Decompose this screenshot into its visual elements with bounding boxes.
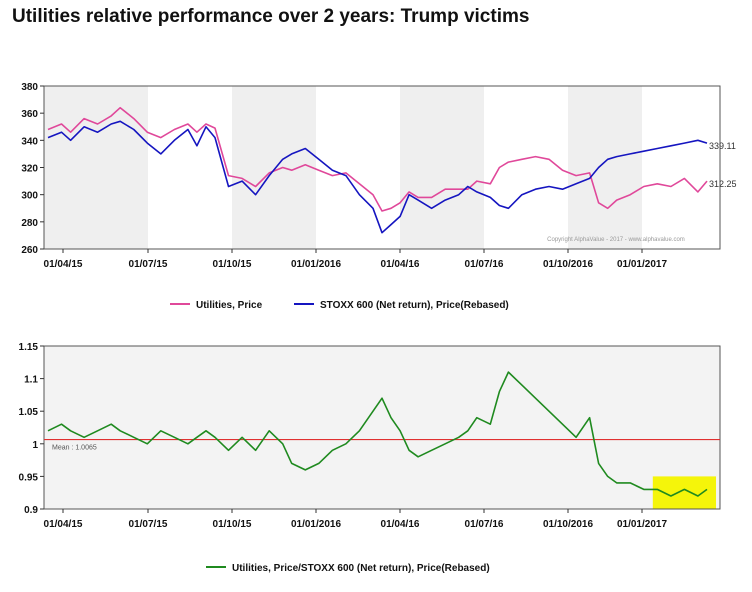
y-tick-label: 360	[21, 109, 38, 120]
y-tick-label: 1.05	[19, 407, 39, 418]
grid-band	[232, 86, 316, 249]
end-value-label: 312.25	[709, 179, 737, 189]
y-tick-label: 300	[21, 191, 38, 202]
y-tick-label: 1.1	[24, 375, 38, 386]
x-tick-label: 01/01/2017	[617, 259, 667, 270]
series-line-stoxx	[47, 120, 708, 234]
x-tick-label: 01/04/16	[381, 259, 420, 270]
x-tick-label: 01/07/15	[129, 519, 168, 530]
legend-label-stoxx: STOXX 600 (Net return), Price(Rebased)	[320, 300, 509, 311]
grid-band	[400, 86, 484, 249]
x-tick-label: 01/01/2016	[291, 259, 341, 270]
x-tick-label: 01/01/2016	[291, 519, 341, 530]
grid-band	[44, 86, 63, 249]
mean-label: Mean : 1.0065	[52, 445, 97, 452]
grid-band	[63, 86, 148, 249]
x-tick-label: 01/01/2017	[617, 519, 667, 530]
series-line-utilities	[47, 106, 708, 212]
copyright-text: Copyright AlphaValue - 2017 - www.alphav…	[547, 237, 685, 243]
grid-band	[568, 86, 642, 249]
x-tick-label: 01/10/15	[213, 519, 252, 530]
x-tick-label: 01/10/2016	[543, 259, 593, 270]
x-tick-label: 01/04/16	[381, 519, 420, 530]
legend-label-utilities: Utilities, Price	[196, 300, 263, 311]
chart-title: Utilities relative performance over 2 ye…	[12, 6, 530, 27]
x-tick-label: 01/07/16	[465, 259, 504, 270]
y-tick-label: 380	[21, 82, 38, 93]
x-tick-label: 01/07/15	[129, 259, 168, 270]
y-tick-label: 0.95	[19, 472, 39, 483]
x-tick-label: 01/10/15	[213, 259, 252, 270]
y-tick-label: 340	[21, 136, 38, 147]
y-tick-label: 260	[21, 245, 38, 256]
series-line-ratio	[47, 371, 708, 497]
plot-area-bottom	[44, 346, 720, 509]
x-tick-label: 01/04/15	[44, 259, 83, 270]
x-tick-label: 01/04/15	[44, 519, 83, 530]
end-value-label: 339.11	[709, 141, 736, 151]
y-tick-label: 1	[32, 440, 38, 451]
legend-label-ratio: Utilities, Price/STOXX 600 (Net return),…	[232, 563, 490, 574]
y-tick-label: 280	[21, 218, 38, 229]
x-tick-label: 01/10/2016	[543, 519, 593, 530]
plot-border-bottom	[43, 345, 721, 510]
y-tick-label: 0.9	[24, 505, 38, 516]
x-tick-label: 01/07/16	[465, 519, 504, 530]
y-tick-label: 1.15	[19, 342, 39, 353]
y-tick-label: 320	[21, 164, 38, 175]
